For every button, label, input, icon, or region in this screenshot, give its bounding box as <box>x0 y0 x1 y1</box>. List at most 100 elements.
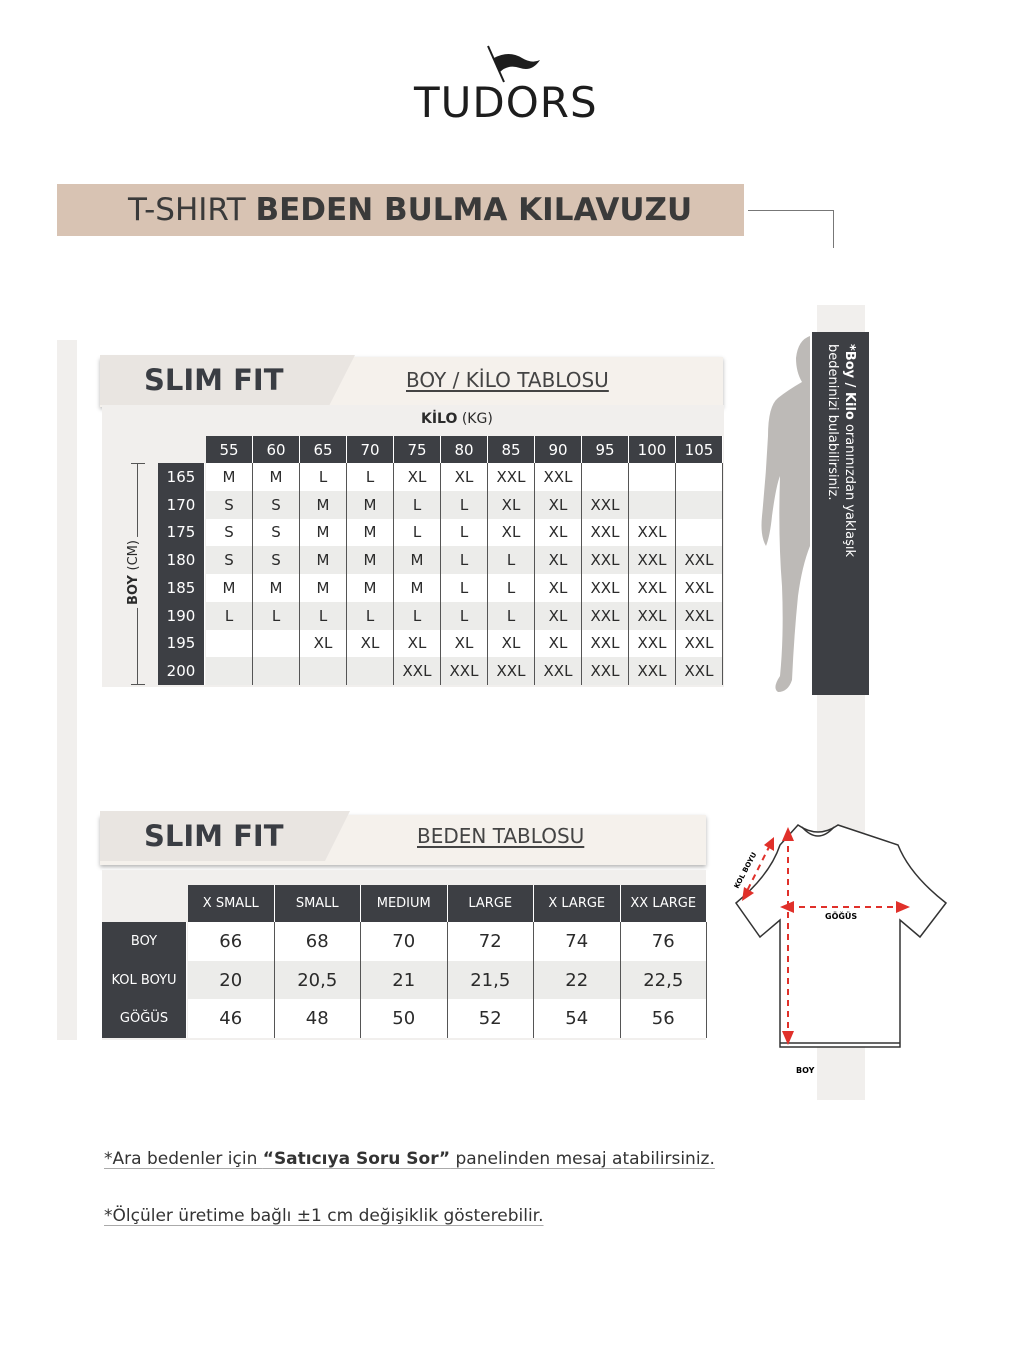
note1-bold: “Satıcıya Soru Sor” <box>262 1149 451 1169</box>
size-cell <box>629 463 676 491</box>
length-label: BOY <box>796 1066 815 1075</box>
size-cell: M <box>394 574 441 602</box>
boy-axis-label: BOY (CM) <box>125 537 141 608</box>
size-cell: XL <box>535 546 582 574</box>
size-cell: S <box>206 518 253 547</box>
measure-cell: 72 <box>447 922 534 961</box>
boy-bold: BOY <box>125 575 141 605</box>
size-cell: M <box>300 490 347 519</box>
size-cell: S <box>253 518 300 547</box>
size-cell <box>629 490 676 519</box>
size-cell: M <box>206 574 253 602</box>
size-cell: M <box>347 518 394 547</box>
size-cell: XL <box>535 490 582 519</box>
size-header: MEDIUM <box>361 885 448 922</box>
size-cell: L <box>441 601 488 630</box>
size-cell: XXL <box>629 518 676 547</box>
title-light: T-SHIRT <box>128 192 246 228</box>
measure-cell: 74 <box>534 922 621 961</box>
measure-cell: 20,5 <box>274 960 361 1000</box>
size-header: X SMALL <box>188 885 275 922</box>
size-cell <box>206 629 253 658</box>
size-cell: M <box>300 574 347 602</box>
size-cell: L <box>488 574 535 602</box>
tshirt-diagram: GÖĞÜS BOY KOL BOYU <box>733 824 948 1075</box>
size-cell: L <box>394 490 441 519</box>
height-header: 180 <box>158 546 205 574</box>
size-cell: S <box>206 546 253 574</box>
human-silhouette-icon <box>761 336 810 692</box>
size-header: LARGE <box>447 885 534 922</box>
size-cell: L <box>347 601 394 630</box>
measure-header: GÖĞÜS <box>102 999 187 1039</box>
size-cell <box>206 657 253 685</box>
weight-header: 75 <box>394 436 441 463</box>
weight-header: 55 <box>206 436 253 463</box>
size-cell: XXL <box>629 629 676 658</box>
table-subtitle: BOY / KİLO TABLOSU <box>406 368 609 392</box>
size-cell: L <box>441 574 488 602</box>
size-cell: XXL <box>441 657 488 685</box>
size-cell: XL <box>488 518 535 547</box>
height-header: 170 <box>158 490 205 519</box>
sleeve-label: KOL BOYU <box>733 851 759 890</box>
note1-post: panelinden mesaj atabilirsiniz. <box>450 1149 715 1169</box>
info-panel-text: *Boy / Kilo oranınızdan yaklaşık bedenini… <box>812 332 869 695</box>
size-cell: XXL <box>629 601 676 630</box>
height-header: 195 <box>158 629 205 658</box>
size-cell: XL <box>394 629 441 658</box>
table-subtitle: BEDEN TABLOSU <box>417 824 585 848</box>
size-cell: XXL <box>629 657 676 685</box>
measure-cell: 54 <box>534 999 621 1039</box>
size-cell <box>676 518 723 547</box>
axis-tick <box>131 684 145 685</box>
brand-logo: TUDORS <box>414 78 598 127</box>
height-header: 200 <box>158 657 205 685</box>
size-cell: XL <box>441 629 488 658</box>
weight-header: 95 <box>582 436 629 463</box>
note1-pre: *Ara bedenler için <box>104 1149 263 1169</box>
measure-cell: 52 <box>447 999 534 1039</box>
height-header: 165 <box>158 463 205 491</box>
size-cell: XXL <box>629 546 676 574</box>
panel-line1: oranınızdan yaklaşık <box>841 419 857 558</box>
title-bold: BEDEN BULMA KILAVUZU <box>255 192 693 228</box>
chest-label: GÖĞÜS <box>825 910 857 921</box>
measure-cell: 50 <box>361 999 448 1039</box>
size-cell: XXL <box>582 546 629 574</box>
note-intermediate-sizes: *Ara bedenler için “Satıcıya Soru Sor” p… <box>104 1149 715 1169</box>
size-cell <box>676 490 723 519</box>
measure-cell: 21,5 <box>447 960 534 1000</box>
size-cell: XL <box>535 629 582 658</box>
weight-header: 90 <box>535 436 582 463</box>
size-cell: S <box>206 490 253 519</box>
size-cell: L <box>253 601 300 630</box>
size-cell: L <box>300 463 347 491</box>
size-cell: XXL <box>582 518 629 547</box>
measure-cell: 22,5 <box>620 960 707 1000</box>
size-cell: XXL <box>488 463 535 491</box>
size-cell: M <box>206 463 253 491</box>
size-cell: M <box>394 546 441 574</box>
size-cell: M <box>347 574 394 602</box>
size-cell: XL <box>394 463 441 491</box>
kilo-axis-label: KİLO (KG) <box>421 411 493 427</box>
weight-header: 80 <box>441 436 488 463</box>
size-header: X LARGE <box>534 885 621 922</box>
size-cell: XXL <box>676 546 723 574</box>
size-cell: M <box>253 574 300 602</box>
size-cell <box>253 629 300 658</box>
measure-cell: 66 <box>188 922 275 961</box>
note-tolerance: *Ölçüler üretime bağlı ±1 cm değişiklik … <box>104 1206 544 1226</box>
size-cell: XXL <box>676 601 723 630</box>
size-cell: L <box>441 518 488 547</box>
size-cell: XL <box>441 463 488 491</box>
panel-line2: bedeninizi bulabilirsiniz. <box>824 344 840 501</box>
size-cell: XL <box>535 601 582 630</box>
size-cell: XXL <box>582 629 629 658</box>
tshirt-icon <box>734 824 948 1048</box>
size-cell <box>253 657 300 685</box>
measure-cell: 68 <box>274 922 361 961</box>
measure-cell: 70 <box>361 922 448 961</box>
